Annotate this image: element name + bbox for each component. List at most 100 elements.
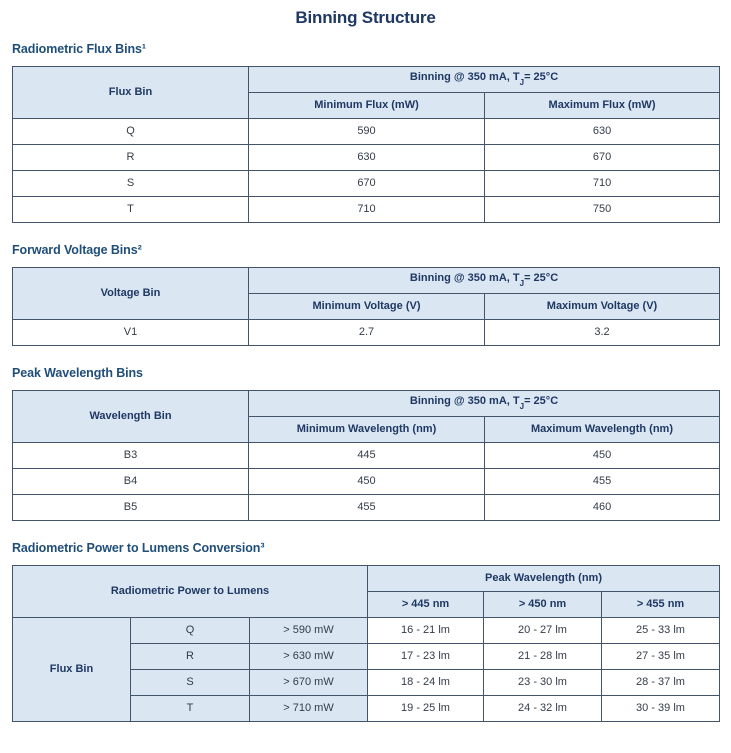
section-peak-wavelength-bins: Peak Wavelength Bins Wavelength Bin Binn… (12, 366, 721, 521)
table-row: Q 590 630 (12, 118, 721, 145)
section-heading-voltage: Forward Voltage Bins² (12, 243, 142, 257)
table-header-row: Flux Bin Binning @ 350 mA, TJ= 25°C (12, 66, 721, 119)
column-header-minimum-flux: Minimum Flux (mW) (248, 92, 485, 119)
cell-max: 455 (483, 468, 721, 495)
cell-power: > 590 mW (248, 617, 369, 644)
cell-lumens-445: 17 - 23 lm (367, 643, 485, 670)
section-heading-conversion: Radiometric Power to Lumens Conversion³ (12, 541, 265, 555)
cell-lumens-450: 24 - 32 lm (483, 695, 603, 722)
condition-text-pre: Binning @ 350 mA, T (409, 395, 520, 408)
cell-bin: T (12, 196, 249, 223)
cell-min: 590 (248, 118, 485, 145)
cell-bin: S (130, 669, 250, 696)
column-header-voltage-bin: Voltage Bin (12, 267, 249, 320)
column-header-450nm: > 450 nm (483, 591, 603, 618)
cell-max: 710 (483, 170, 721, 197)
cell-lumens-450: 23 - 30 lm (483, 669, 603, 696)
cell-max: 3.2 (483, 319, 721, 346)
cell-bin: S (12, 170, 249, 197)
table-row: V1 2.7 3.2 (12, 319, 721, 346)
table-row: S 670 710 (12, 170, 721, 197)
cell-bin: R (12, 144, 249, 171)
section-power-to-lumens-conversion: Radiometric Power to Lumens Conversion³ … (11, 541, 721, 722)
cell-lumens-455: 25 - 33 lm (601, 617, 721, 644)
table-row: B3 445 450 (12, 442, 721, 469)
column-header-minimum-wavelength: Minimum Wavelength (nm) (248, 416, 485, 443)
table-row: B5 455 460 (12, 494, 721, 521)
cell-bin: B3 (12, 442, 249, 469)
column-header-binning-condition: Binning @ 350 mA, TJ= 25°C (247, 390, 721, 417)
condition-text-pre: Binning @ 350 mA, T (409, 272, 520, 285)
document-page: Binning Structure Radiometric Flux Bins¹… (0, 8, 731, 722)
table-row: T 710 750 (12, 196, 721, 223)
column-header-flux-bin: Flux Bin (12, 66, 249, 119)
column-header-maximum-flux: Maximum Flux (mW) (483, 92, 721, 119)
cell-max: 630 (483, 118, 721, 145)
table-subheader-row: > 445 nm > 450 nm > 455 nm (13, 591, 721, 618)
column-header-maximum-wavelength: Maximum Wavelength (nm) (483, 416, 721, 443)
section-radiometric-flux-bins: Radiometric Flux Bins¹ Flux Bin Binning … (12, 42, 721, 223)
table-row: T > 710 mW 19 - 25 lm 24 - 32 lm 30 - 39… (13, 695, 721, 722)
cell-bin: T (130, 695, 250, 722)
cell-lumens-455: 27 - 35 lm (601, 643, 721, 670)
table-header-row: Voltage Bin Binning @ 350 mA, TJ= 25°C (12, 267, 721, 320)
cell-max: 750 (483, 196, 721, 223)
page-title: Binning Structure (295, 8, 436, 27)
cell-min: 2.7 (248, 319, 485, 346)
cell-max: 460 (483, 494, 721, 521)
table-header-row: Wavelength Bin Binning @ 350 mA, TJ= 25°… (12, 390, 721, 443)
cell-bin: Q (12, 118, 249, 145)
cell-bin: Q (130, 617, 250, 644)
cell-min: 455 (248, 494, 485, 521)
table-row: S > 670 mW 18 - 24 lm 23 - 30 lm 28 - 37… (13, 669, 721, 696)
condition-text-post: = 25°C (524, 272, 559, 285)
condition-subscript: J (519, 278, 525, 288)
cell-bin: R (130, 643, 250, 670)
cell-min: 450 (248, 468, 485, 495)
column-header-binning-condition: Binning @ 350 mA, TJ= 25°C (247, 267, 721, 294)
section-heading-wavelength: Peak Wavelength Bins (12, 366, 143, 380)
cell-max: 450 (483, 442, 721, 469)
cell-lumens-455: 28 - 37 lm (601, 669, 721, 696)
column-header-maximum-voltage: Maximum Voltage (V) (483, 293, 721, 320)
flux-bins-table: Flux Bin Binning @ 350 mA, TJ= 25°C Mini… (12, 66, 721, 223)
column-header-minimum-voltage: Minimum Voltage (V) (248, 293, 485, 320)
section-heading-flux: Radiometric Flux Bins¹ (12, 42, 146, 56)
cell-bin: B5 (12, 494, 249, 521)
row-group-label-flux-bin: Flux Bin (12, 617, 131, 722)
column-header-455nm: > 455 nm (601, 591, 721, 618)
cell-min: 445 (248, 442, 485, 469)
cell-min: 710 (248, 196, 485, 223)
section-forward-voltage-bins: Forward Voltage Bins² Voltage Bin Binnin… (12, 243, 721, 346)
condition-subscript: J (519, 77, 525, 87)
column-header-445nm: > 445 nm (367, 591, 485, 618)
cell-bin: B4 (12, 468, 249, 495)
cell-min: 630 (248, 144, 485, 171)
wavelength-bins-table: Wavelength Bin Binning @ 350 mA, TJ= 25°… (12, 390, 721, 521)
condition-subscript: J (519, 401, 525, 411)
table-row: R 630 670 (12, 144, 721, 171)
voltage-bins-table: Voltage Bin Binning @ 350 mA, TJ= 25°C M… (12, 267, 721, 346)
condition-text-post: = 25°C (524, 71, 559, 84)
table-header-row: Radiometric Power to Lumens Peak Wavelen… (11, 565, 721, 618)
table-subheader-row: Minimum Flux (mW) Maximum Flux (mW) (13, 92, 721, 119)
column-header-binning-condition: Binning @ 350 mA, TJ= 25°C (247, 66, 721, 93)
cell-max: 670 (483, 144, 721, 171)
cell-lumens-445: 19 - 25 lm (367, 695, 485, 722)
cell-min: 670 (248, 170, 485, 197)
cell-bin: V1 (12, 319, 249, 346)
cell-lumens-450: 21 - 28 lm (483, 643, 603, 670)
column-header-radiometric-power-to-lumens: Radiometric Power to Lumens (11, 565, 369, 618)
table-row: B4 450 455 (12, 468, 721, 495)
cell-lumens-445: 18 - 24 lm (367, 669, 485, 696)
table-row: Flux Bin Q > 590 mW 16 - 21 lm 20 - 27 l… (12, 617, 721, 722)
cell-power: > 670 mW (248, 669, 369, 696)
cell-power: > 630 mW (248, 643, 369, 670)
condition-text-pre: Binning @ 350 mA, T (409, 71, 520, 84)
power-to-lumens-table: Radiometric Power to Lumens Peak Wavelen… (11, 565, 721, 722)
column-header-peak-wavelength-group: Peak Wavelength (nm) (367, 565, 721, 592)
condition-text-post: = 25°C (524, 395, 559, 408)
cell-lumens-455: 30 - 39 lm (601, 695, 721, 722)
cell-lumens-445: 16 - 21 lm (367, 617, 485, 644)
table-subheader-row: Minimum Wavelength (nm) Maximum Waveleng… (13, 416, 721, 443)
